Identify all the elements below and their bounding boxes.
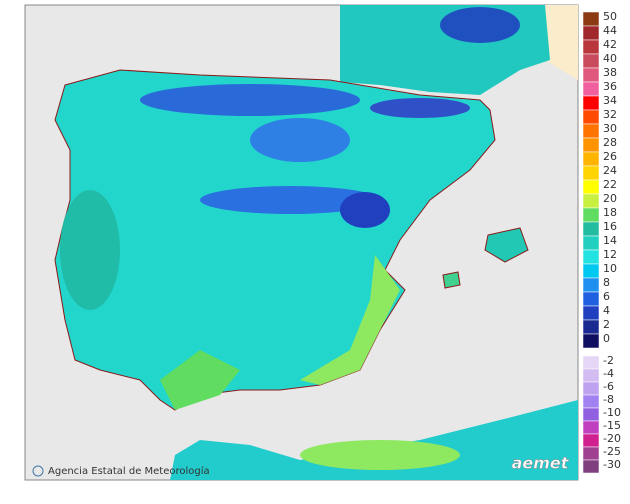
legend-swatch xyxy=(582,53,600,69)
legend-label: 34 xyxy=(603,94,617,107)
legend-label: 14 xyxy=(603,234,617,247)
legend-label: 44 xyxy=(603,24,617,37)
logo: aemet xyxy=(512,454,570,473)
legend-swatch xyxy=(582,263,600,279)
legend-label: -8 xyxy=(603,393,614,406)
legend-label: 30 xyxy=(603,122,617,135)
land-outside xyxy=(545,5,578,80)
legend-swatch xyxy=(582,305,600,321)
iberic-cold xyxy=(340,192,390,228)
central-cold xyxy=(200,186,380,214)
legend-label: 38 xyxy=(603,66,617,79)
plateau-cold xyxy=(250,118,350,162)
legend-swatch xyxy=(582,67,600,83)
legend-label: 4 xyxy=(603,304,610,317)
legend-swatch xyxy=(582,381,600,396)
legend-swatch xyxy=(582,433,600,448)
legend-label: -10 xyxy=(603,406,621,419)
legend-label: 40 xyxy=(603,52,617,65)
south-warm xyxy=(160,350,240,410)
legend-swatch xyxy=(582,151,600,167)
legend-swatch xyxy=(582,446,600,461)
legend-label: 12 xyxy=(603,248,617,261)
legend-swatch xyxy=(582,123,600,139)
credit: Agencia Estatal de Meteorología xyxy=(48,465,210,477)
legend-label: 20 xyxy=(603,192,617,205)
legend-swatch xyxy=(582,235,600,251)
legend-swatch xyxy=(582,420,600,435)
pyrenees-cold xyxy=(370,98,470,118)
legend-label: 42 xyxy=(603,38,617,51)
legend: 5044424038363432302826242220181614121086… xyxy=(582,10,621,474)
legend-label: 28 xyxy=(603,136,617,149)
legend-swatch xyxy=(582,193,600,209)
legend-label: -20 xyxy=(603,432,621,445)
legend-label: 2 xyxy=(603,318,610,331)
legend-label: 50 xyxy=(603,10,617,23)
legend-swatch xyxy=(582,11,600,27)
legend-swatch xyxy=(582,319,600,335)
legend-swatch xyxy=(582,394,600,409)
legend-swatch xyxy=(582,179,600,195)
legend-swatch xyxy=(582,368,600,383)
legend-swatch xyxy=(582,81,600,97)
legend-label: 6 xyxy=(603,290,610,303)
legend-swatch xyxy=(582,407,600,422)
legend-swatch xyxy=(582,165,600,181)
legend-label: 18 xyxy=(603,206,617,219)
legend-label: 8 xyxy=(603,276,610,289)
legend-label: 16 xyxy=(603,220,617,233)
credit-icon xyxy=(32,465,44,477)
legend-label: -15 xyxy=(603,419,621,432)
legend-swatch xyxy=(582,333,600,349)
alps-cold xyxy=(440,7,520,43)
west-warm xyxy=(60,190,120,310)
legend-label: -6 xyxy=(603,380,614,393)
legend-label: 36 xyxy=(603,80,617,93)
legend-swatch xyxy=(582,291,600,307)
legend-label: -4 xyxy=(603,367,614,380)
ibiza xyxy=(442,271,461,289)
legend-label: -25 xyxy=(603,445,621,458)
legend-swatch xyxy=(582,39,600,55)
legend-swatch xyxy=(582,221,600,237)
legend-label: 0 xyxy=(603,332,610,345)
legend-label: 32 xyxy=(603,108,617,121)
cantabrian-cold xyxy=(140,84,360,116)
legend-swatch xyxy=(582,109,600,125)
legend-label: 22 xyxy=(603,178,617,191)
legend-swatch xyxy=(582,249,600,265)
legend-swatch xyxy=(582,137,600,153)
legend-swatch xyxy=(582,459,600,474)
africa xyxy=(170,400,578,480)
legend-label: 10 xyxy=(603,262,617,275)
legend-label: 24 xyxy=(603,164,617,177)
africa-warm xyxy=(300,440,460,470)
legend-label: -2 xyxy=(603,354,614,367)
legend-label: 26 xyxy=(603,150,617,163)
legend-swatch xyxy=(582,25,600,41)
legend-swatch xyxy=(582,355,600,370)
legend-swatch xyxy=(582,277,600,293)
legend-swatch xyxy=(582,207,600,223)
legend-swatch xyxy=(582,95,600,111)
coast-warm xyxy=(300,255,400,385)
legend-label: -30 xyxy=(603,458,621,471)
mallorca xyxy=(484,227,529,263)
